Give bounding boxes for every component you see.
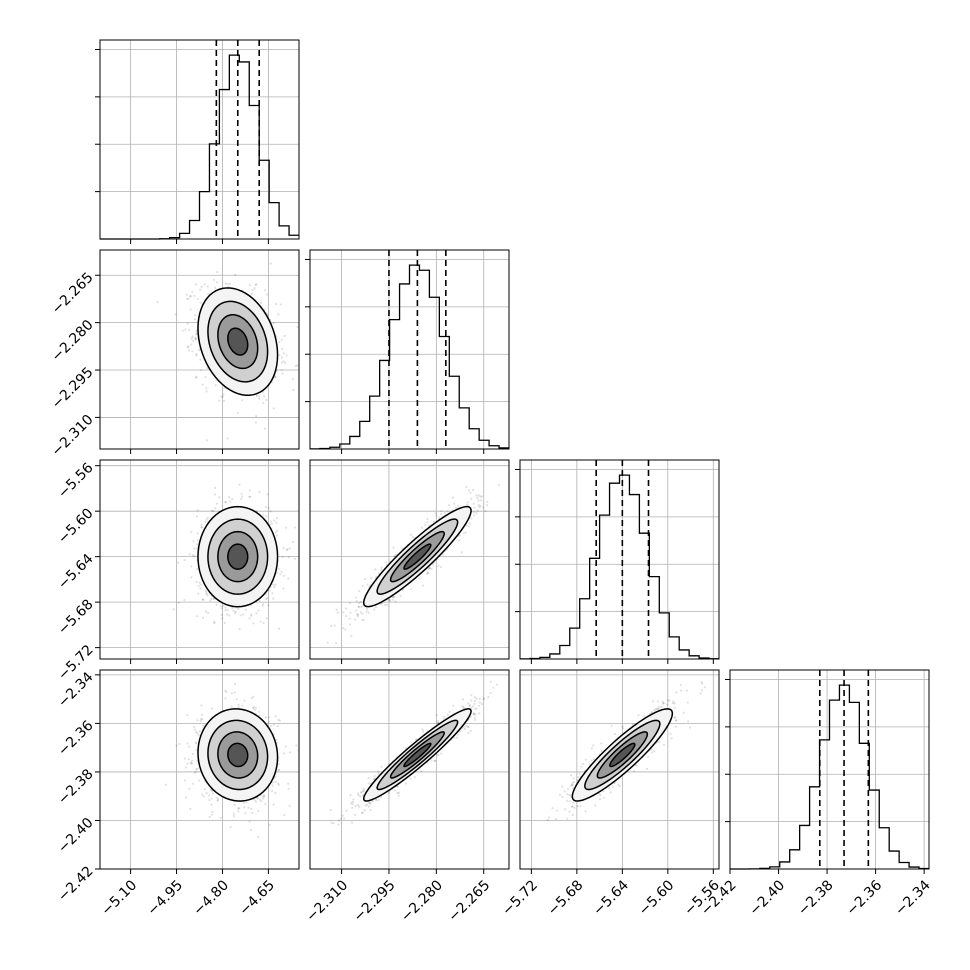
contour-3-0-3 [227, 742, 249, 768]
contour-2-1-1 [376, 518, 459, 595]
contour-1-0-0 [197, 287, 279, 397]
y-tick-label-3-2: −2.38 [55, 766, 97, 808]
density-fill-3-2-3 [609, 743, 635, 767]
contour-3-2-1 [584, 719, 661, 791]
y-tick-label-3-1: −2.40 [55, 815, 97, 857]
x-tick-label-2-3: −5.60 [636, 877, 678, 919]
panel-3-2 [519, 669, 720, 874]
contour-3-1-3 [403, 742, 432, 768]
panel-2-1 [309, 459, 510, 664]
x-tick-label-1-1: −2.295 [351, 877, 399, 925]
x-tick-label-0-3: −4.65 [236, 877, 278, 919]
x-tick-label-2-0: −5.72 [499, 877, 541, 919]
contour-3-2-0 [571, 708, 674, 802]
contour-1-0-1 [207, 300, 269, 383]
contour-3-2-2 [596, 731, 649, 779]
density-fill-1-0-3 [227, 328, 248, 356]
contour-2-0-2 [217, 530, 259, 583]
panel-2-2 [515, 459, 720, 664]
contour-3-1-2 [389, 731, 445, 779]
x-tick-label-0-2: −4.80 [190, 877, 232, 919]
panel-3-0 [95, 669, 300, 874]
y-tick-label-2-4: −5.56 [55, 460, 97, 502]
panel-0-0 [95, 39, 300, 244]
contour-2-1-0 [362, 505, 472, 608]
y-tick-label-1-1: −2.295 [49, 364, 97, 412]
histogram-1 [310, 264, 509, 450]
contour-3-2-3 [609, 742, 636, 768]
y-tick-label-1-0: −2.310 [49, 412, 97, 460]
x-tick-label-3-2: −2.38 [795, 877, 837, 919]
contour-2-0-3 [227, 543, 249, 570]
contour-2-1-3 [403, 543, 432, 570]
x-tick-label-2-1: −5.68 [545, 877, 587, 919]
panel-1-1 [305, 249, 510, 454]
x-tick-label-1-2: −2.280 [398, 877, 446, 925]
x-tick-label-2-2: −5.64 [590, 877, 632, 919]
histogram-3 [730, 684, 929, 870]
y-tick-label-1-2: −2.280 [49, 317, 97, 365]
x-tick-label-0-1: −4.95 [144, 877, 186, 919]
y-tick-label-2-1: −5.68 [55, 596, 97, 638]
density-fill-2-0-3 [227, 544, 248, 570]
contour-3-0-2 [217, 731, 259, 779]
y-tick-label-2-3: −5.60 [55, 506, 97, 548]
contour-1-0-3 [227, 327, 249, 356]
contour-3-1-1 [376, 719, 459, 791]
contour-3-1-0 [362, 708, 472, 802]
y-tick-label-3-0: −2.42 [55, 863, 97, 905]
contour-2-0-0 [197, 505, 279, 608]
contour-1-0-2 [217, 314, 259, 370]
density-fill-3-1-3 [403, 743, 431, 767]
contour-2-1-2 [389, 530, 445, 583]
x-tick-label-0-0: −5.10 [99, 877, 141, 919]
x-tick-label-3-1: −2.40 [746, 877, 788, 919]
x-tick-label-3-3: −2.36 [844, 877, 886, 919]
contour-2-0-1 [207, 518, 269, 595]
x-tick-label-3-4: −2.34 [892, 877, 934, 919]
y-tick-label-3-3: −2.36 [55, 718, 97, 760]
density-fill-2-1-3 [403, 544, 431, 570]
x-tick-label-1-0: −2.310 [303, 877, 351, 925]
contour-3-0-1 [207, 719, 269, 791]
panel-3-1 [309, 669, 510, 874]
panel-2-0 [95, 459, 300, 664]
density-fill-3-0-3 [227, 743, 248, 767]
panel-3-3 [725, 669, 930, 874]
panel-1-0 [95, 249, 300, 454]
contour-3-0-0 [197, 708, 279, 802]
y-tick-label-2-2: −5.64 [55, 551, 97, 593]
histogram-2 [520, 474, 719, 660]
y-tick-label-1-3: −2.265 [49, 270, 97, 318]
x-tick-label-1-3: −2.265 [445, 877, 493, 925]
